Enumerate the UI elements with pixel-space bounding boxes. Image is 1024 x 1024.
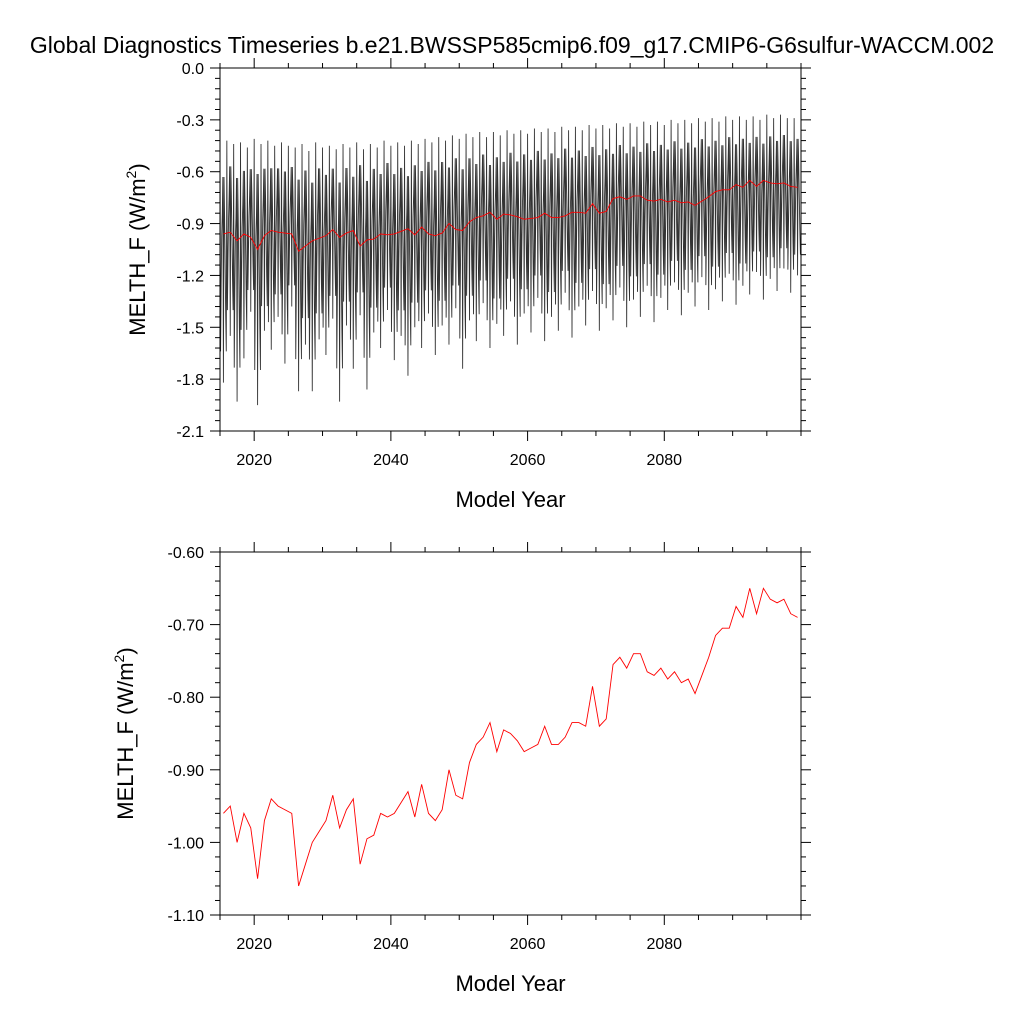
- x-axis-label: Model Year: [455, 971, 565, 996]
- y-tick-label: -0.9: [176, 217, 204, 234]
- y-tick-label: -0.3: [176, 113, 204, 130]
- y-axis-label-close: ): [113, 647, 138, 654]
- chart-panel-2: 2020 2040 2060 2080 -0.60 -0.70 -0.80 -0.90 -1.0…: [111, 542, 811, 996]
- series-line-monthly: [219, 114, 801, 406]
- x-tick-label: 2080: [646, 936, 682, 953]
- y-axis-label-main: MELTH_F (W/m: [125, 178, 150, 335]
- x-axis-label: Model Year: [455, 487, 565, 512]
- y-tick-label: -1.00: [168, 835, 205, 852]
- x-tick-label: 2040: [373, 452, 409, 469]
- x-tick-label: 2080: [646, 452, 682, 469]
- y-tick-label: -0.90: [168, 763, 205, 780]
- plot-frame: [219, 67, 802, 432]
- x-tick-label: 2020: [236, 936, 272, 953]
- y-tick-label: -1.2: [176, 268, 204, 285]
- y-axis-label: MELTH_F (W/m2): [123, 163, 150, 335]
- y-tick-label: -2.1: [176, 424, 204, 441]
- y-tick-label: -0.70: [168, 618, 205, 635]
- x-tick-label: 2060: [510, 936, 546, 953]
- chart-panel-1: 2020 2040 2060 2080 0.0 -0.3 -0.6 -0.9 -1.2 -1.5 -…: [123, 58, 811, 512]
- y-axis-label-superscript: 2: [123, 170, 139, 178]
- series-line-annual: [223, 179, 798, 252]
- y-tick-label: -1.10: [168, 908, 205, 925]
- y-tick-label: -0.6: [176, 165, 204, 182]
- x-tick-label: 2040: [373, 936, 409, 953]
- y-axis-label-superscript: 2: [111, 654, 127, 662]
- y-axis-label-close: ): [125, 163, 150, 170]
- y-tick-label: 0.0: [182, 61, 204, 78]
- series-line-annual: [223, 587, 798, 887]
- y-tick-label: -1.5: [176, 320, 204, 337]
- page-title: Global Diagnostics Timeseries b.e21.BWSS…: [29, 32, 995, 58]
- plot-frame: [219, 551, 802, 916]
- x-tick-label: 2020: [236, 452, 272, 469]
- y-axis-label-main: MELTH_F (W/m: [113, 662, 138, 819]
- x-tick-label: 2060: [510, 452, 546, 469]
- y-tick-label: -1.8: [176, 372, 204, 389]
- y-tick-label: -0.80: [168, 690, 205, 707]
- y-tick-label: -0.60: [168, 545, 205, 562]
- y-axis-label: MELTH_F (W/m2): [111, 647, 138, 819]
